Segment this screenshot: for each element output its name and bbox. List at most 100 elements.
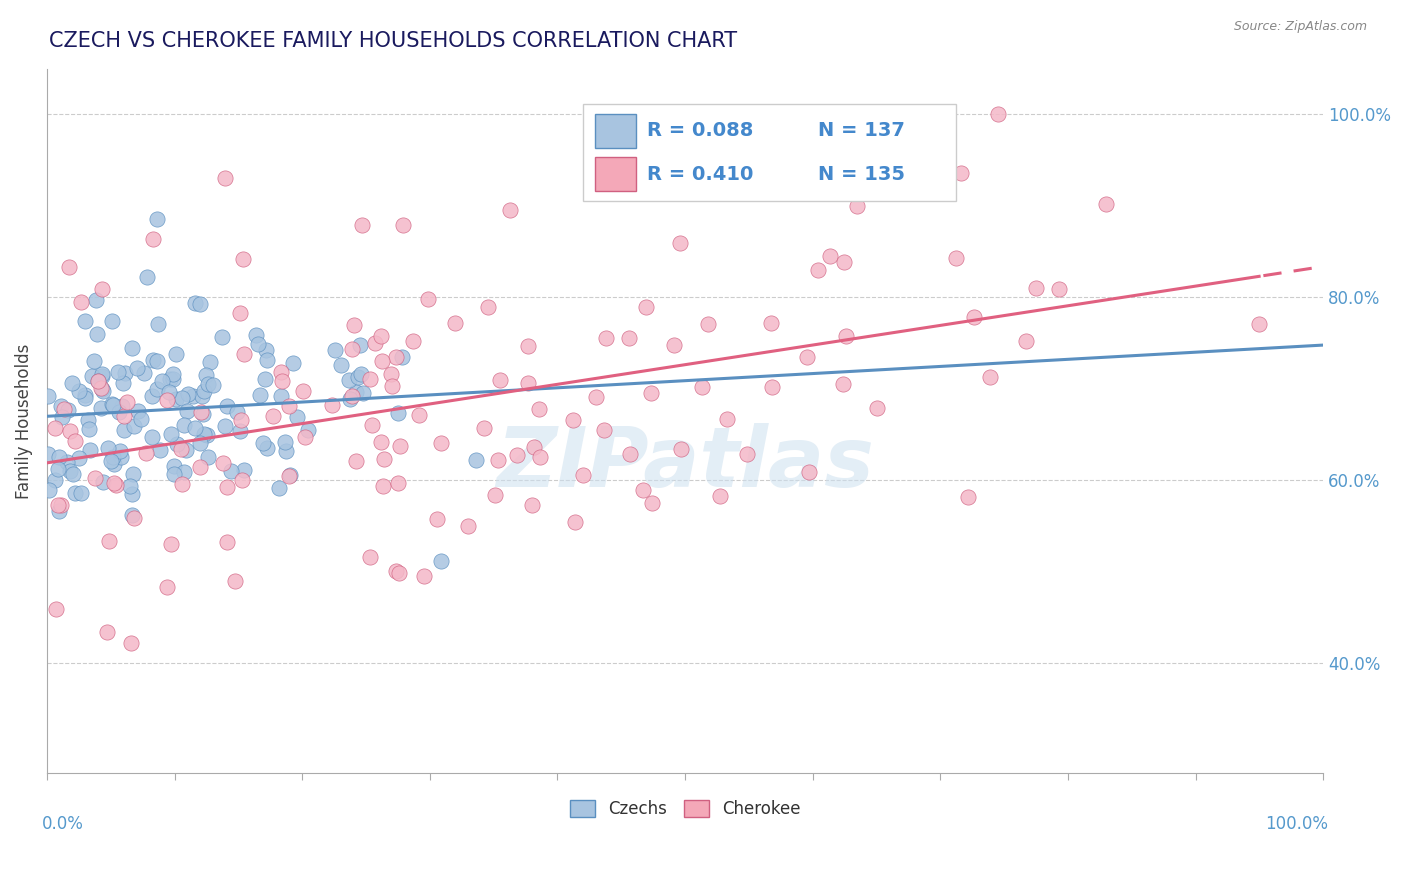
Point	[214, 418, 236, 433]
Point	[108, 444, 131, 458]
Point	[229, 424, 252, 438]
Point	[373, 452, 395, 467]
Point	[62, 467, 84, 481]
Point	[619, 447, 641, 461]
Point	[297, 423, 319, 437]
Point	[232, 347, 254, 361]
Point	[641, 496, 664, 510]
Point	[716, 412, 738, 426]
Point	[73, 391, 96, 405]
Point	[426, 512, 449, 526]
Point	[339, 392, 361, 407]
Point	[270, 374, 292, 388]
Text: N = 135: N = 135	[818, 165, 905, 184]
Point	[82, 369, 104, 384]
Point	[170, 442, 193, 457]
Point	[256, 352, 278, 367]
Point	[90, 381, 112, 395]
Point	[83, 354, 105, 368]
Point	[121, 508, 143, 523]
Point	[402, 334, 425, 348]
Point	[163, 458, 186, 473]
Point	[188, 436, 211, 450]
Point	[633, 483, 655, 497]
Point	[270, 389, 292, 403]
Point	[101, 314, 124, 328]
Point	[114, 366, 136, 380]
Point	[278, 468, 301, 483]
Point	[76, 413, 98, 427]
Point	[148, 317, 170, 331]
Point	[184, 296, 207, 310]
Point	[430, 554, 453, 568]
Point	[277, 469, 299, 483]
Point	[173, 417, 195, 432]
Point	[337, 373, 360, 387]
Point	[285, 410, 308, 425]
Text: 100.0%: 100.0%	[1265, 815, 1329, 833]
Point	[58, 260, 80, 275]
Point	[845, 199, 868, 213]
Point	[370, 328, 392, 343]
Point	[529, 450, 551, 465]
Point	[987, 107, 1010, 121]
Point	[172, 477, 194, 491]
Point	[44, 421, 66, 435]
Point	[571, 467, 593, 482]
Point	[193, 427, 215, 442]
Point	[388, 566, 411, 580]
Point	[46, 498, 69, 512]
Point	[188, 297, 211, 311]
Point	[163, 467, 186, 482]
Point	[697, 317, 720, 331]
Point	[75, 388, 97, 402]
Point	[429, 436, 451, 450]
Point	[90, 367, 112, 381]
Point	[108, 405, 131, 419]
Point	[564, 515, 586, 529]
Point	[592, 423, 614, 437]
Point	[523, 440, 546, 454]
Point	[91, 475, 114, 489]
Point	[343, 318, 366, 332]
Point	[65, 485, 87, 500]
Point	[709, 489, 731, 503]
Point	[254, 343, 277, 358]
Point	[129, 412, 152, 426]
Point	[392, 218, 415, 232]
Point	[1249, 317, 1271, 331]
Point	[381, 379, 404, 393]
Point	[344, 384, 367, 399]
Point	[233, 463, 256, 477]
Point	[159, 536, 181, 550]
Point	[329, 358, 352, 372]
Point	[101, 450, 124, 465]
Point	[224, 574, 246, 589]
Point	[796, 350, 818, 364]
Point	[84, 471, 107, 485]
Point	[100, 397, 122, 411]
Point	[321, 398, 343, 412]
Point	[323, 343, 346, 357]
Point	[48, 462, 70, 476]
Point	[818, 249, 841, 263]
Point	[527, 401, 550, 416]
Point	[183, 420, 205, 434]
Point	[45, 602, 67, 616]
Point	[274, 435, 297, 450]
Point	[121, 487, 143, 501]
Point	[832, 376, 855, 391]
Point	[499, 203, 522, 218]
Point	[121, 342, 143, 356]
Point	[122, 511, 145, 525]
Text: R = 0.410: R = 0.410	[647, 165, 754, 184]
Point	[252, 436, 274, 450]
Point	[342, 389, 364, 403]
Point	[191, 407, 214, 421]
Text: ZIPatlas: ZIPatlas	[496, 423, 875, 504]
Point	[103, 457, 125, 471]
Point	[84, 293, 107, 307]
Point	[67, 384, 90, 398]
Point	[211, 456, 233, 470]
Point	[110, 450, 132, 465]
